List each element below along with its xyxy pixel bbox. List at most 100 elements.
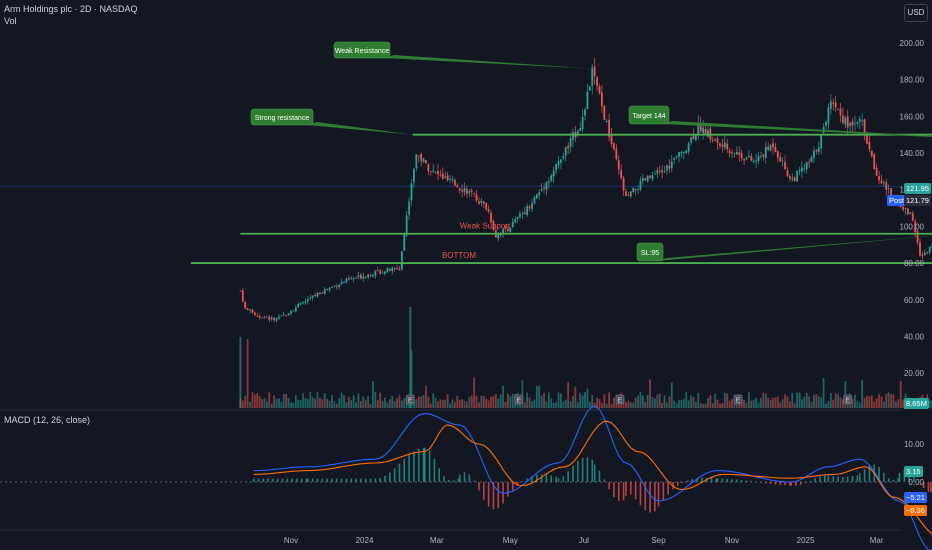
volume-bar bbox=[381, 401, 384, 408]
volume-bar bbox=[533, 399, 536, 408]
volume-bar bbox=[687, 400, 690, 408]
volume-bar bbox=[567, 382, 570, 408]
macd-histogram-bar bbox=[809, 480, 812, 482]
time-tick-label: Nov bbox=[725, 536, 739, 545]
time-tick-label: 2025 bbox=[797, 536, 815, 545]
volume-bar bbox=[656, 394, 659, 408]
candle-body bbox=[928, 246, 931, 253]
volume-bar bbox=[661, 402, 664, 408]
volume-bar bbox=[287, 398, 290, 408]
candle-body bbox=[743, 159, 745, 161]
candle-body bbox=[670, 161, 673, 169]
candle-body bbox=[829, 101, 832, 110]
candle-body bbox=[415, 154, 418, 169]
weak-resistance-callout-pointer bbox=[384, 55, 593, 69]
candle-body bbox=[461, 189, 464, 192]
macd-histogram-bar bbox=[824, 475, 826, 482]
earnings-marker-text: E bbox=[408, 398, 413, 405]
candlesticks bbox=[0, 57, 932, 323]
macd-histogram-bar bbox=[457, 478, 460, 482]
macd-histogram-bar bbox=[608, 482, 610, 490]
candle-body bbox=[813, 150, 815, 158]
macd-histogram-bar bbox=[417, 448, 420, 482]
candle-body bbox=[841, 115, 844, 123]
candle-body bbox=[904, 208, 907, 209]
candle-body bbox=[798, 170, 801, 172]
volume-bar bbox=[666, 402, 668, 408]
volume-bar bbox=[875, 398, 878, 408]
volume-bar bbox=[367, 396, 370, 408]
volume-bar bbox=[490, 396, 492, 408]
candle-body bbox=[849, 122, 852, 126]
candle-body bbox=[586, 91, 589, 110]
volume-bar bbox=[757, 402, 760, 408]
candle-body bbox=[246, 308, 249, 311]
volume-bar bbox=[379, 392, 382, 408]
volume-bar bbox=[668, 396, 671, 408]
volume-bar bbox=[675, 403, 678, 408]
symbol-title[interactable]: Arm Holdings plc · 2D · NASDAQ bbox=[4, 4, 138, 14]
candle-body bbox=[880, 180, 883, 184]
candle-body bbox=[562, 156, 565, 159]
candle-body bbox=[319, 292, 321, 294]
macd-histogram-bar bbox=[790, 482, 792, 486]
volume-bar bbox=[521, 380, 524, 408]
candle-body bbox=[658, 170, 661, 172]
volume-bar bbox=[473, 377, 476, 408]
macd-histogram-bar bbox=[507, 482, 509, 497]
target-callout-box bbox=[628, 105, 670, 125]
candle-body bbox=[673, 158, 676, 160]
candle-body bbox=[680, 152, 683, 154]
macd-histogram-bar bbox=[598, 470, 601, 482]
macd-histogram-bar bbox=[281, 478, 284, 482]
candle-body bbox=[911, 213, 914, 221]
grid bbox=[0, 409, 900, 531]
volume-bar bbox=[834, 393, 837, 408]
volume-bar bbox=[550, 398, 553, 408]
volume-bar bbox=[249, 401, 251, 408]
candle-body bbox=[610, 135, 613, 145]
candle-body bbox=[287, 313, 290, 316]
candle-body bbox=[598, 86, 601, 94]
macd-histogram-bar bbox=[667, 482, 669, 495]
volume-bar bbox=[714, 393, 717, 408]
macd-histogram-bar bbox=[593, 464, 596, 482]
time-tick-label: Mar bbox=[870, 536, 884, 545]
macd-label[interactable]: MACD (12, 26, close) bbox=[4, 415, 91, 425]
currency-button[interactable]: USD bbox=[904, 4, 928, 22]
macd-histogram-bar bbox=[760, 482, 762, 483]
macd-histogram-bar bbox=[789, 482, 791, 486]
volume-bar bbox=[596, 397, 598, 408]
volume-bar bbox=[858, 402, 861, 408]
candle-body bbox=[692, 135, 695, 139]
volume-bar bbox=[429, 403, 432, 408]
earnings-marker bbox=[405, 394, 415, 405]
earnings-marker-text: E bbox=[736, 398, 741, 405]
strong-resistance-callout: Strong resistance bbox=[250, 108, 413, 135]
macd-histogram-bar bbox=[443, 476, 445, 482]
candle-body bbox=[600, 92, 603, 107]
candle-body bbox=[511, 222, 514, 228]
volume-bar bbox=[887, 392, 890, 408]
macd-histogram-bar bbox=[863, 469, 866, 482]
candle-body bbox=[781, 160, 784, 162]
candle-body bbox=[275, 318, 278, 321]
candle-body bbox=[331, 286, 333, 289]
candle-body bbox=[755, 160, 758, 162]
volume-bar bbox=[273, 395, 276, 408]
price-tick-label: 60.00 bbox=[904, 296, 925, 305]
candle-body bbox=[482, 201, 485, 204]
candle-body bbox=[923, 252, 926, 256]
macd-histogram-bar bbox=[591, 459, 594, 482]
annotations: Weak Resistance Strong resistance Target 1… bbox=[250, 41, 932, 405]
volume-bar bbox=[613, 397, 615, 408]
candle-body bbox=[752, 160, 755, 162]
macd-histogram-bar bbox=[345, 478, 348, 482]
macd-histogram-bar bbox=[913, 475, 915, 482]
volume-bar bbox=[625, 401, 627, 408]
macd-histogram-bar bbox=[691, 479, 694, 482]
volume-bar bbox=[851, 398, 854, 408]
candle-body bbox=[622, 178, 625, 191]
macd-histogram-bar bbox=[858, 473, 861, 482]
